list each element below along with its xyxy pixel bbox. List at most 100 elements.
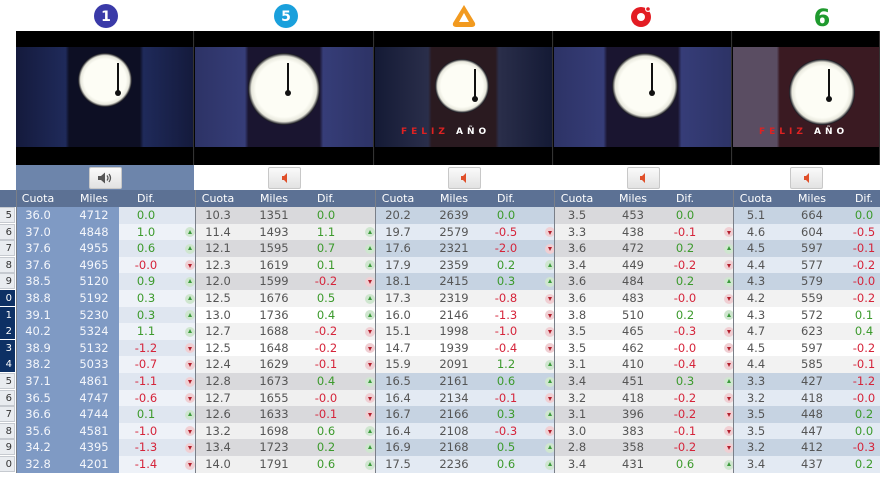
la1-video-preview[interactable] bbox=[16, 31, 194, 165]
row-number-tab[interactable]: 6 bbox=[0, 389, 15, 406]
row-number-tab[interactable]: 5 bbox=[0, 207, 15, 223]
la1-miles-cell: 4201 bbox=[79, 457, 109, 471]
lasexta-dif-cell: 0.2 bbox=[854, 407, 874, 422]
lasexta-cuota-cell: 3.4 bbox=[746, 457, 766, 471]
lasexta-miles-cell: 572 bbox=[801, 307, 823, 322]
telecinco-miles-cell: 1493 bbox=[259, 224, 289, 239]
row-bg bbox=[734, 207, 880, 224]
lasexta-dif-cell: -0.1 bbox=[852, 357, 876, 372]
trend-down-icon bbox=[724, 343, 734, 354]
row-bg bbox=[376, 339, 555, 357]
row-number-tab[interactable]: 9 bbox=[0, 439, 15, 456]
cuatro-sound-button[interactable] bbox=[626, 166, 660, 189]
trend-down-icon bbox=[724, 442, 734, 453]
cuatro-video-preview[interactable] bbox=[554, 31, 732, 165]
antena3-miles-cell: 2091 bbox=[439, 357, 469, 372]
row-number-tab[interactable]: 8 bbox=[0, 256, 15, 273]
antena3-miles-cell: 2415 bbox=[439, 274, 469, 289]
antena3-dif-cell: 0.3 bbox=[496, 274, 516, 289]
row-number-tab[interactable]: 0 bbox=[0, 456, 15, 472]
row-bg bbox=[376, 439, 555, 456]
la1-sound-button[interactable] bbox=[88, 166, 122, 189]
la1-dif-cell: 0.0 bbox=[136, 208, 156, 222]
row-number-tab[interactable]: 9 bbox=[0, 273, 15, 290]
telecinco-cuota-cell: 12.0 bbox=[205, 274, 231, 289]
la1-miles-cell: 4747 bbox=[79, 390, 109, 405]
row-bg bbox=[119, 223, 195, 241]
row-bg bbox=[196, 240, 376, 257]
la1-cuota-cell: 37.6 bbox=[25, 241, 51, 256]
cuatro-logo-icon bbox=[628, 3, 656, 29]
lasexta-sound-button[interactable] bbox=[790, 166, 823, 189]
column-divider bbox=[554, 190, 555, 473]
telecinco-miles-cell: 1599 bbox=[259, 274, 289, 289]
antena3-miles-cell: 2639 bbox=[439, 208, 469, 222]
cuatro-header-dif: Dif. bbox=[675, 192, 695, 205]
table-row: 8 35.6 4581 -1.0 13.2 1698 0.6 16.4 2108 -0.3 3.0 3… bbox=[0, 422, 880, 440]
trend-down-icon bbox=[365, 326, 375, 337]
lasexta-miles-cell: 577 bbox=[801, 257, 823, 272]
row-bg bbox=[196, 306, 376, 324]
la1-cuota-cell: 37.6 bbox=[25, 257, 51, 272]
antena3-cuota-cell: 15.1 bbox=[385, 324, 411, 339]
sound-controls-row bbox=[16, 165, 880, 190]
lasexta-dif-cell: -0.1 bbox=[852, 241, 876, 256]
row-bg bbox=[119, 356, 195, 373]
trend-down-icon bbox=[724, 326, 734, 337]
la1-dif-cell: -1.4 bbox=[134, 457, 158, 471]
row-number-tab[interactable]: 5 bbox=[0, 373, 15, 389]
telecinco-sound-button[interactable] bbox=[268, 166, 301, 189]
antena3-video-preview[interactable]: FELIZ AÑO bbox=[375, 31, 553, 165]
lasexta-logo-icon: 6 bbox=[808, 3, 836, 29]
trend-up-icon bbox=[185, 227, 195, 238]
cuatro-cuota-cell: 3.2 bbox=[567, 390, 587, 405]
table-row: 5 36.0 4712 0.0 10.3 1351 0.0 20.2 2639 0.0 3.5 453… bbox=[0, 207, 880, 224]
la1-dif-cell: -0.6 bbox=[134, 390, 158, 405]
row-bg bbox=[119, 373, 195, 390]
row-bg bbox=[734, 373, 880, 390]
row-bg bbox=[119, 207, 195, 224]
lasexta-header-cuota: Cuota bbox=[739, 192, 773, 205]
la1-dif-cell: -0.7 bbox=[134, 357, 158, 372]
row-bg bbox=[555, 373, 734, 390]
row-number-tab[interactable]: 7 bbox=[0, 240, 15, 257]
row-number-tab[interactable]: 7 bbox=[0, 406, 15, 423]
row-bg bbox=[196, 439, 376, 456]
antena3-sound-button[interactable] bbox=[447, 166, 481, 189]
row-number-tab[interactable]: 8 bbox=[0, 422, 15, 439]
antena3-cuota-cell: 17.3 bbox=[385, 291, 411, 305]
telecinco-video-preview[interactable] bbox=[195, 31, 374, 165]
row-number-tab[interactable]: 4 bbox=[0, 356, 15, 373]
la1-miles-cell: 4955 bbox=[79, 241, 109, 256]
telecinco-header-dif: Dif. bbox=[316, 192, 336, 205]
antena3-miles-cell: 2108 bbox=[439, 423, 469, 438]
lasexta-dif-cell: 0.0 bbox=[854, 423, 874, 438]
telecinco-cuota-cell: 12.5 bbox=[205, 291, 231, 305]
telecinco-miles-cell: 1791 bbox=[259, 457, 289, 471]
trend-down-icon bbox=[185, 343, 195, 354]
la1-cuota-cell: 35.6 bbox=[25, 423, 51, 438]
row-bg bbox=[555, 456, 734, 473]
row-number-tab[interactable]: 1 bbox=[0, 306, 15, 323]
column-divider bbox=[16, 190, 17, 473]
lasexta-video-preview[interactable]: FELIZ AÑO bbox=[733, 31, 880, 165]
cuatro-dif-cell: -0.0 bbox=[673, 291, 697, 305]
row-number-tab[interactable]: 2 bbox=[0, 323, 15, 340]
cuatro-miles-cell: 396 bbox=[622, 407, 644, 422]
antena3-miles-cell: 2319 bbox=[439, 291, 469, 305]
cuatro-dif-cell: 0.3 bbox=[675, 374, 695, 388]
antena3-dif-cell: -0.5 bbox=[494, 224, 518, 239]
cuatro-sound-cell bbox=[554, 165, 732, 190]
column-divider bbox=[375, 190, 376, 473]
row-bg bbox=[376, 323, 555, 340]
row-number-tab[interactable]: 0 bbox=[0, 290, 15, 306]
row-number-tab[interactable]: 6 bbox=[0, 223, 15, 240]
column-divider bbox=[733, 190, 734, 473]
trend-up-icon bbox=[185, 276, 195, 287]
la1-dif-cell: 1.0 bbox=[136, 224, 156, 239]
telecinco-cuota-cell: 10.3 bbox=[205, 208, 231, 222]
row-number-tab[interactable]: 3 bbox=[0, 339, 15, 356]
antena3-miles-cell: 1939 bbox=[439, 340, 469, 355]
telecinco-dif-cell: -0.2 bbox=[314, 340, 338, 355]
antena3-miles-cell: 2321 bbox=[439, 241, 469, 256]
